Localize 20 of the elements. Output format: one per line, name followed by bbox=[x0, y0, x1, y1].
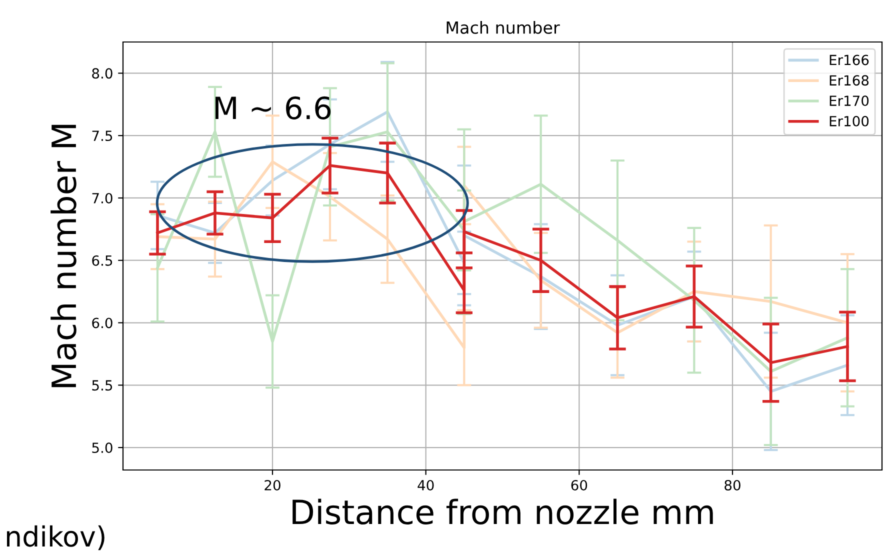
y-tick-label: 8.0 bbox=[92, 68, 112, 79]
legend-label: Er168 bbox=[830, 75, 869, 86]
x-tick-label: 60 bbox=[571, 480, 588, 490]
y-axis-title: Mach number M bbox=[50, 124, 76, 388]
annotation: M ~ 6.6 bbox=[216, 96, 331, 120]
legend-label: Er170 bbox=[830, 96, 869, 106]
x-tick-label: 40 bbox=[418, 480, 434, 490]
y-tick-label: 7.5 bbox=[92, 130, 112, 142]
chart-title: Mach number bbox=[446, 21, 560, 34]
y-tick-label: 6.5 bbox=[92, 255, 112, 266]
x-tick-label: 20 bbox=[264, 480, 280, 490]
y-tick-label: 7.0 bbox=[92, 192, 112, 204]
legend-label: Er100 bbox=[830, 116, 869, 126]
text: ndikov) bbox=[6, 525, 104, 550]
y-tick-label: 6.0 bbox=[92, 318, 112, 328]
x-tick-label: 80 bbox=[724, 480, 740, 490]
legend-label: Er166 bbox=[830, 54, 869, 66]
y-tick-label: 5.0 bbox=[92, 442, 112, 454]
x-axis-title: Distance from nozzle mm bbox=[292, 498, 713, 525]
y-tick-label: 5.5 bbox=[92, 380, 112, 391]
